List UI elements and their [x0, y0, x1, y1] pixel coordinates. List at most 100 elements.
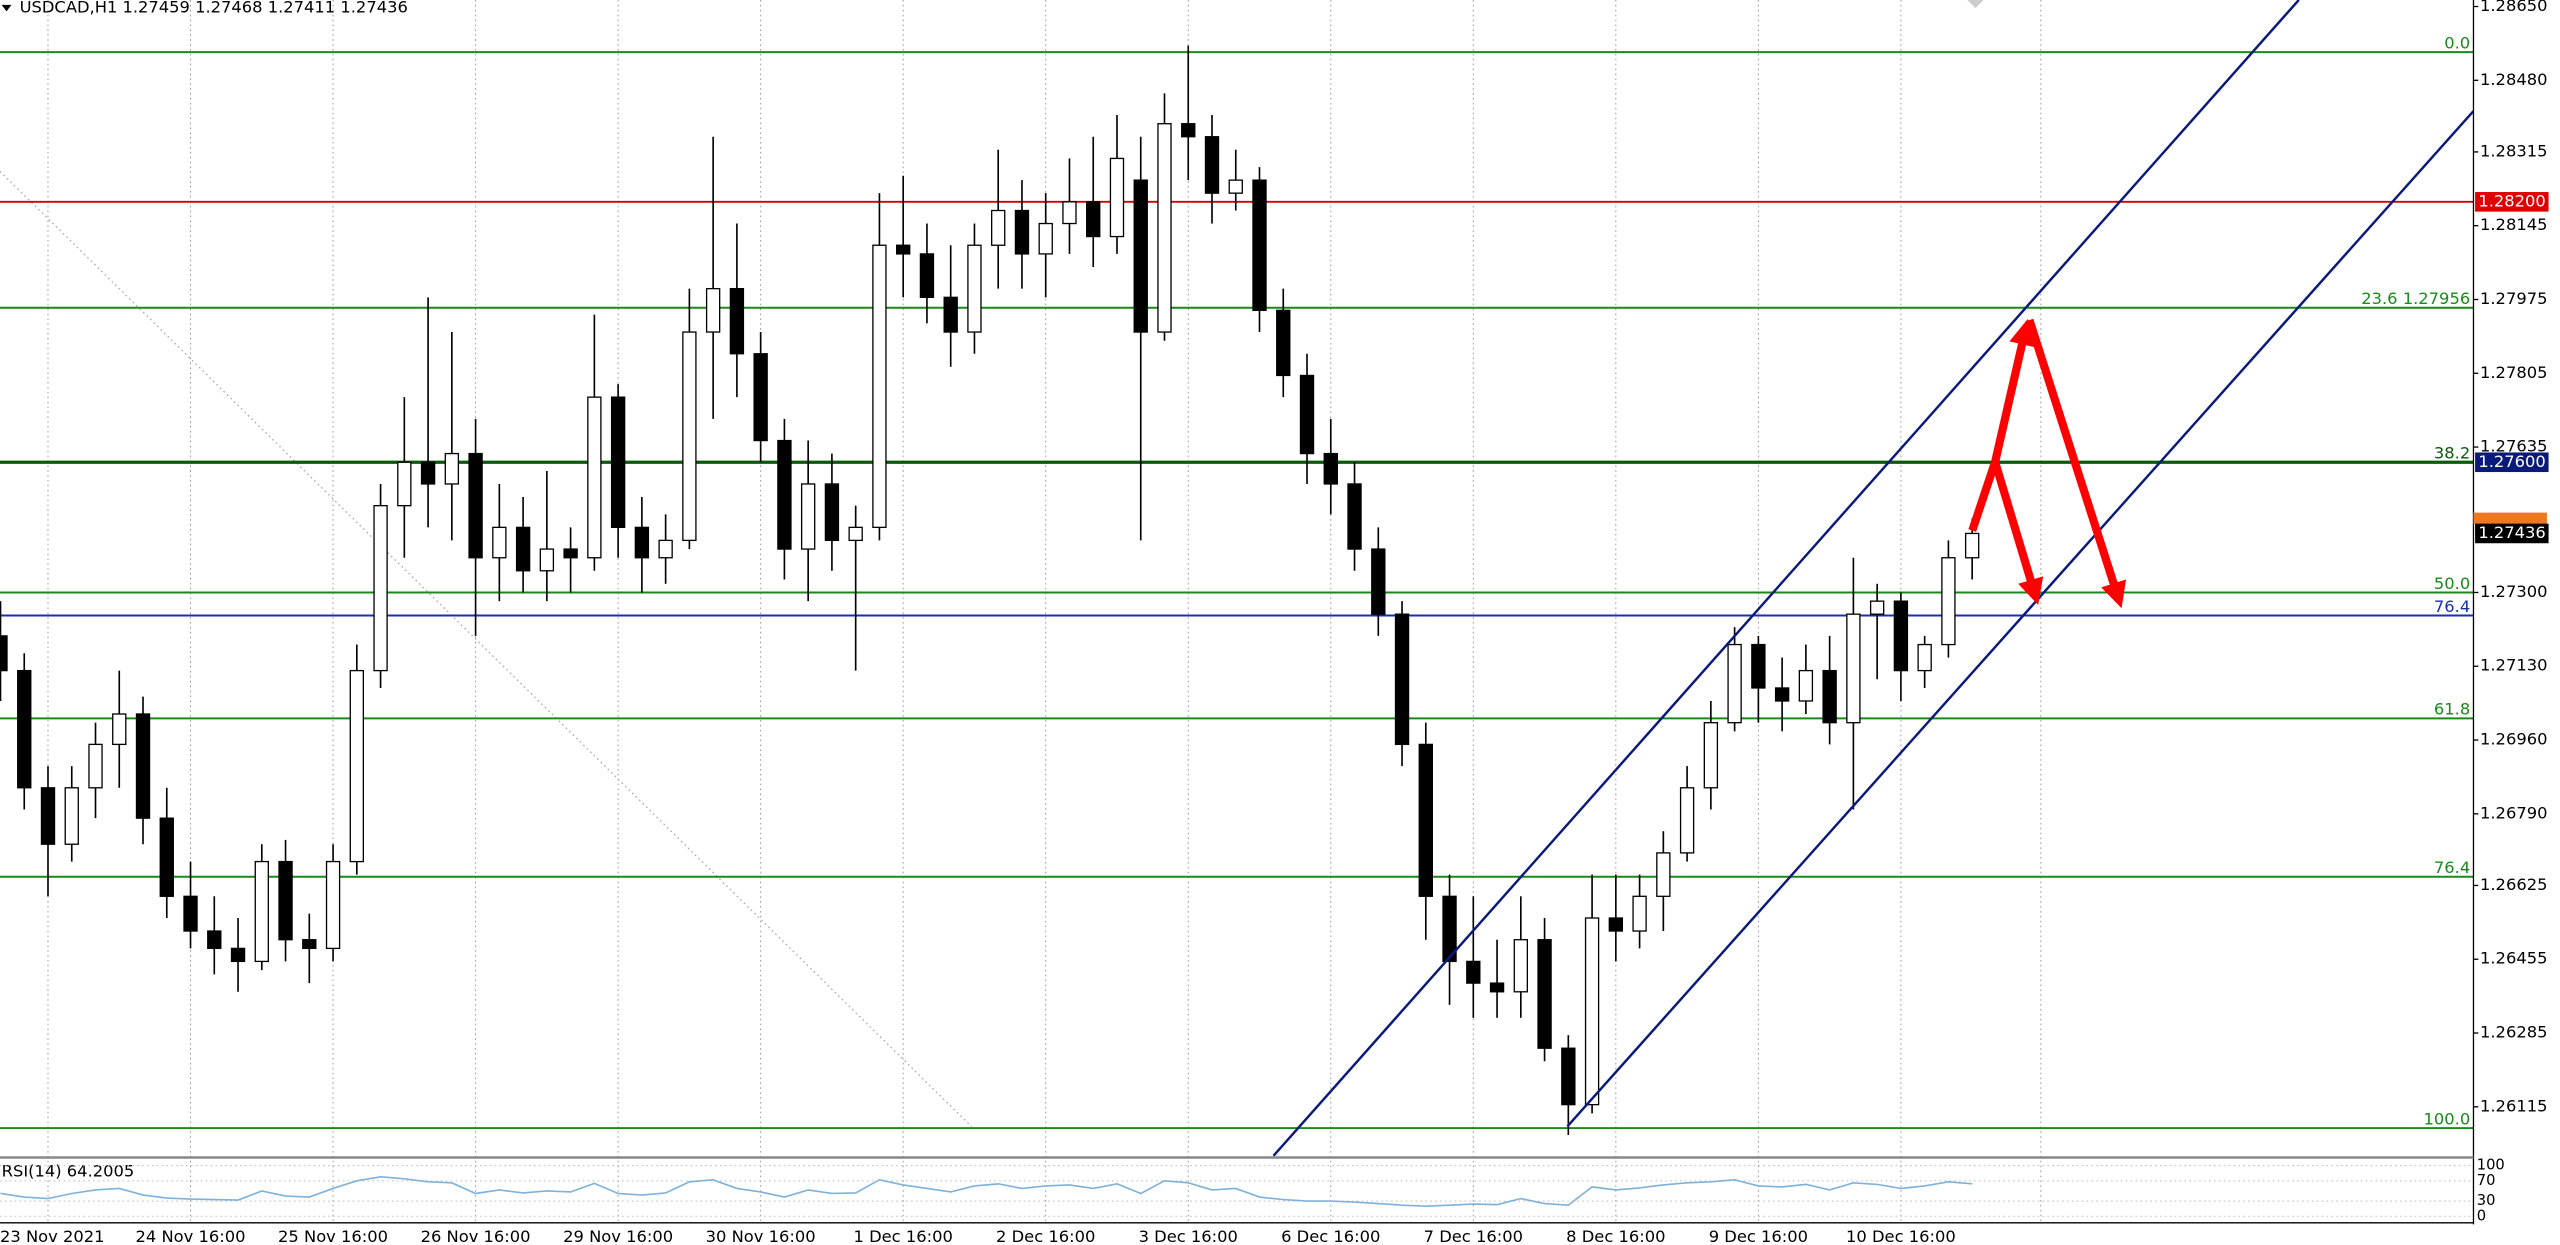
y-tick-label: 1.27635 [2480, 437, 2547, 456]
candle-body [444, 452, 460, 485]
candle-body [991, 209, 1006, 246]
y-tick-label: 1.27975 [2480, 289, 2547, 308]
x-tick-label: 2 Dec 16:00 [996, 1227, 1095, 1245]
x-tick-label: 26 Nov 16:00 [421, 1227, 531, 1245]
y-tick-label: 1.26115 [2480, 1096, 2547, 1115]
candle-body [1632, 895, 1647, 932]
y-tick-label: 1.27805 [2480, 363, 2547, 382]
candle-body [278, 860, 293, 941]
candle-body [777, 439, 792, 550]
level-label: 50.0 [2434, 574, 2470, 593]
trend-line [0, 170, 972, 1127]
rsi-title: RSI(14) 64.2005 [2, 1162, 135, 1181]
candle-body [1014, 209, 1030, 255]
y-tick-label: 1.26790 [2480, 803, 2547, 822]
y-tick-label: 1.28315 [2480, 141, 2547, 160]
candle-body [1893, 600, 1909, 672]
candle-body [1489, 982, 1505, 993]
candle-body [1228, 179, 1243, 194]
y-tick-label: 1.26625 [2480, 875, 2547, 894]
y-tick-label: 1.26285 [2480, 1023, 2547, 1042]
candle-body [1703, 722, 1719, 789]
level-label: 23.6 1.27956 [2361, 289, 2470, 308]
channel-upper [1272, 0, 2300, 1157]
level-label: 100.0 [2423, 1109, 2470, 1128]
candle-body [1846, 613, 1861, 724]
candle-body [896, 244, 911, 255]
menu-triangle [1, 4, 12, 12]
x-tick-label: 30 Nov 16:00 [706, 1227, 816, 1245]
candle-body [824, 483, 840, 542]
candle-body [1347, 483, 1362, 550]
candle-body [682, 331, 697, 542]
level-label: 76.4 [2434, 597, 2470, 616]
candle-body [40, 787, 56, 845]
level-label: 0.0 [2444, 33, 2470, 52]
quote: 1.27459 1.27468 1.27411 1.27436 [122, 0, 407, 17]
candle-body [420, 461, 436, 485]
candle-body [1513, 939, 1528, 993]
candle-body [159, 817, 174, 897]
candle-body [1774, 687, 1790, 702]
y-tick-label: 1.28145 [2480, 215, 2547, 234]
candle-body [587, 396, 602, 559]
candle-body [1561, 1047, 1576, 1106]
y-tick-label: 1.26960 [2480, 730, 2547, 749]
candle-body [729, 287, 745, 355]
candle-body [302, 939, 317, 950]
level-label: 76.4 [2434, 858, 2470, 877]
rsi-tick-label: 100 [2477, 1157, 2505, 1174]
drawings [1272, 0, 2475, 1157]
candle-body [1466, 960, 1481, 984]
candle-body [1822, 669, 1837, 724]
candle-body [563, 548, 578, 559]
candle-body [254, 860, 269, 963]
candle-body [325, 860, 341, 950]
candle-body [1584, 917, 1600, 1106]
candle-body [492, 526, 507, 559]
candle-body [1276, 309, 1291, 377]
candle-body [64, 787, 79, 845]
candle-body [1394, 613, 1410, 746]
candle-body [1038, 222, 1053, 255]
price-tag [2475, 192, 2549, 212]
candle-body [1371, 548, 1386, 615]
x-tick-label: 23 Nov 2021 [0, 1227, 104, 1245]
candle-body [705, 287, 721, 333]
price-tag-label: 1.28200 [2478, 191, 2545, 210]
candle-body [1109, 157, 1125, 238]
candle-body [1133, 179, 1148, 333]
level-label: 38.2 [2434, 444, 2470, 463]
rsi-tick-label: 0 [2477, 1207, 2486, 1224]
candle-body [1323, 452, 1338, 485]
candle-body [1964, 532, 1980, 559]
candle-body [848, 526, 863, 542]
candle-body [753, 353, 768, 442]
channel-lower [1566, 110, 2475, 1128]
rsi-line [0, 1175, 1973, 1207]
candle-body [539, 548, 555, 572]
y-tick-label: 1.28480 [2480, 70, 2547, 89]
marker [1967, 0, 1984, 9]
price-tag [2475, 523, 2549, 544]
ask-tag [2473, 512, 2547, 525]
y-tick-label: 1.28650 [2480, 0, 2547, 15]
candle-body [1157, 123, 1172, 333]
price-tag-label: 1.27600 [2478, 452, 2545, 471]
x-tick-label: 24 Nov 16:00 [136, 1227, 246, 1245]
candle-body [610, 396, 626, 529]
candle-body [1181, 123, 1196, 138]
levels-layer: 0.0 23.6 1.27956 38.2 50.0 76.4 61.8 76.4 100.0 [0, 33, 2474, 1130]
candle-body [1299, 374, 1315, 455]
candle-body [183, 895, 198, 932]
candle-body [207, 930, 222, 950]
level-label: 61.8 [2434, 700, 2470, 719]
rsi-tick-label: 30 [2477, 1192, 2496, 1209]
arrow-down [2025, 318, 2127, 609]
candle-body [1537, 939, 1552, 1049]
x-tick-label: 8 Dec 16:00 [1566, 1227, 1665, 1245]
arrow-down [1991, 460, 2044, 606]
